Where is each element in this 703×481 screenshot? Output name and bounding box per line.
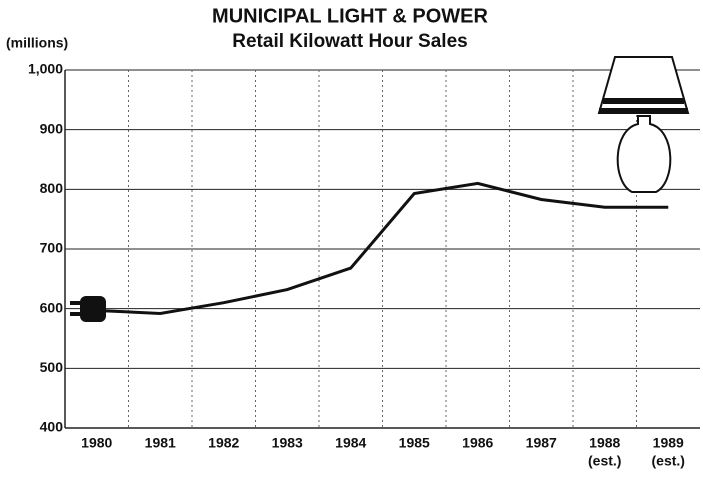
chart-title: MUNICIPAL LIGHT & POWER bbox=[212, 5, 488, 27]
y-axis-label: (millions) bbox=[6, 35, 68, 51]
plug-prong bbox=[70, 312, 82, 316]
chart-subtitle: Retail Kilowatt Hour Sales bbox=[232, 31, 467, 52]
x-tick-label: 1985 bbox=[399, 435, 430, 451]
x-tick-label: 1981 bbox=[145, 435, 176, 451]
y-tick-label: 500 bbox=[40, 359, 64, 375]
x-tick-label: 1983 bbox=[272, 435, 303, 451]
x-tick-label: 1982 bbox=[208, 435, 239, 451]
x-tick-label: 1984 bbox=[335, 435, 366, 451]
x-tick-sublabel: (est.) bbox=[588, 453, 621, 469]
lamp-stripe bbox=[599, 108, 688, 113]
y-tick-label: 600 bbox=[40, 299, 64, 315]
x-tick-label: 1989 bbox=[653, 435, 684, 451]
y-tick-label: 900 bbox=[40, 120, 64, 136]
y-tick-label: 800 bbox=[40, 180, 64, 196]
x-tick-label: 1987 bbox=[526, 435, 557, 451]
line-series bbox=[96, 181, 669, 315]
lamp-base bbox=[616, 115, 672, 193]
x-tick-label: 1980 bbox=[81, 435, 112, 451]
x-tick-label: 1988 bbox=[589, 435, 620, 451]
decoration bbox=[70, 56, 690, 322]
x-tick-sublabel: (est.) bbox=[652, 453, 685, 469]
lamp-shade bbox=[597, 56, 690, 114]
plug-prong bbox=[70, 301, 82, 305]
x-tick-label: 1986 bbox=[462, 435, 493, 451]
plug-icon bbox=[80, 296, 106, 322]
lamp-stripe bbox=[603, 98, 684, 104]
y-tick-label: 1,000 bbox=[28, 61, 63, 77]
y-tick-label: 700 bbox=[40, 240, 64, 256]
y-tick-label: 400 bbox=[40, 419, 64, 435]
